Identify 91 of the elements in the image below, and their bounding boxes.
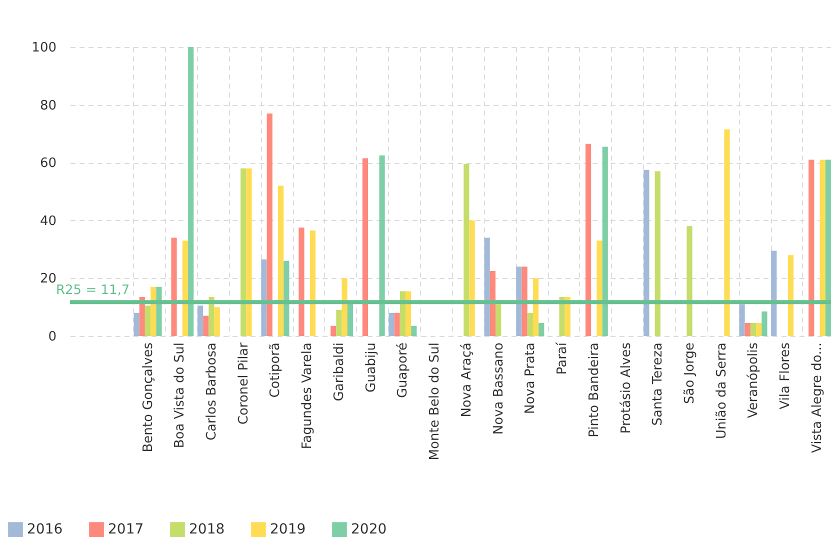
x-tick-label: Pinto Bandeira	[586, 342, 602, 438]
bar	[134, 312, 140, 336]
y-tick-label: 20	[40, 272, 56, 287]
bar	[825, 160, 831, 336]
bar	[820, 160, 826, 336]
bar	[739, 304, 745, 336]
bar	[411, 326, 417, 336]
bar	[261, 259, 267, 336]
x-tick-label: Boa Vista do Sul	[172, 342, 188, 448]
x-tick-label: Monte Belo do Sul	[428, 342, 443, 460]
bar	[336, 310, 342, 336]
x-tick-label: Garibaldi	[332, 342, 347, 402]
x-tick-label: Coronel Pilar	[236, 342, 252, 425]
bar	[602, 146, 608, 336]
bar	[522, 266, 528, 336]
y-tick-label: 60	[40, 156, 56, 172]
bar	[490, 270, 496, 336]
bar	[208, 296, 214, 336]
bar	[644, 170, 650, 336]
x-tick-label: Veranópolis	[746, 342, 762, 418]
x-tick-label: União da Serra	[714, 342, 730, 439]
bar	[394, 312, 400, 336]
x-tick-label: Paraí	[555, 342, 570, 375]
bar	[284, 260, 290, 336]
bar	[744, 322, 750, 336]
legend-label: 2017	[108, 522, 144, 538]
x-tick-label: Nova Prata	[523, 342, 538, 414]
bar	[788, 255, 794, 336]
bar	[464, 164, 470, 336]
bar	[388, 312, 394, 336]
bar	[654, 171, 660, 336]
x-tick-label: Vista Alegre do...	[810, 342, 825, 454]
bar	[246, 168, 252, 336]
bar	[362, 158, 368, 336]
x-tick-label: Carlos Barbosa	[204, 342, 220, 441]
y-tick-label: 0	[48, 330, 56, 344]
bar	[197, 306, 204, 336]
bar	[495, 304, 502, 336]
x-tick-label: Protásio Alves	[618, 342, 634, 434]
bar	[310, 230, 316, 336]
bar	[278, 186, 284, 336]
bar	[484, 238, 490, 336]
bar	[156, 286, 162, 336]
legend-label: 2020	[351, 522, 387, 538]
bar	[144, 306, 151, 336]
bar	[724, 129, 730, 336]
ref-line-label: R25 = 11,7	[56, 283, 130, 298]
y-tick-label: 80	[40, 98, 56, 114]
x-tick-label: Guaporé	[396, 342, 411, 398]
bar	[342, 278, 348, 336]
bar	[538, 322, 544, 336]
bar	[400, 291, 406, 336]
bar	[771, 250, 777, 336]
bar	[182, 240, 188, 336]
y-tick-label: 100	[32, 40, 56, 56]
bar	[406, 291, 412, 336]
x-tick-label: São Jorge	[682, 342, 698, 404]
bar	[330, 326, 336, 336]
bar	[808, 160, 814, 336]
x-tick-label: Fagundes Varela	[300, 342, 316, 450]
bar	[686, 226, 692, 336]
bar	[756, 322, 762, 336]
y-tick-label: 40	[40, 214, 56, 229]
x-tick-label: Nova Araçá	[459, 342, 474, 418]
bar	[298, 228, 304, 336]
x-tick-label: Nova Bassano	[491, 342, 506, 435]
bar	[188, 47, 194, 336]
legend-label: 2016	[27, 522, 63, 538]
bar	[750, 322, 756, 336]
bar	[150, 286, 156, 336]
bar	[347, 302, 353, 336]
bar	[214, 307, 220, 336]
bar	[596, 240, 602, 336]
x-tick-label: Bento Gonçalves	[140, 342, 156, 452]
x-tick-label: Cotiporã	[268, 342, 284, 398]
bar	[469, 220, 475, 336]
bar	[585, 144, 592, 336]
bar	[203, 316, 209, 336]
x-tick-label: Guabiju	[364, 342, 379, 392]
bar	[532, 278, 539, 336]
bar	[379, 155, 385, 336]
bar	[266, 113, 272, 336]
bar	[516, 266, 522, 336]
bar	[527, 312, 533, 336]
bar	[240, 168, 246, 336]
legend-label: 2018	[189, 522, 225, 538]
bar	[171, 238, 177, 336]
x-tick-label: Santa Tereza	[650, 342, 666, 426]
bar	[762, 311, 768, 336]
legend-label: 2019	[270, 522, 306, 538]
x-tick-label: Vila Flores	[778, 342, 794, 410]
